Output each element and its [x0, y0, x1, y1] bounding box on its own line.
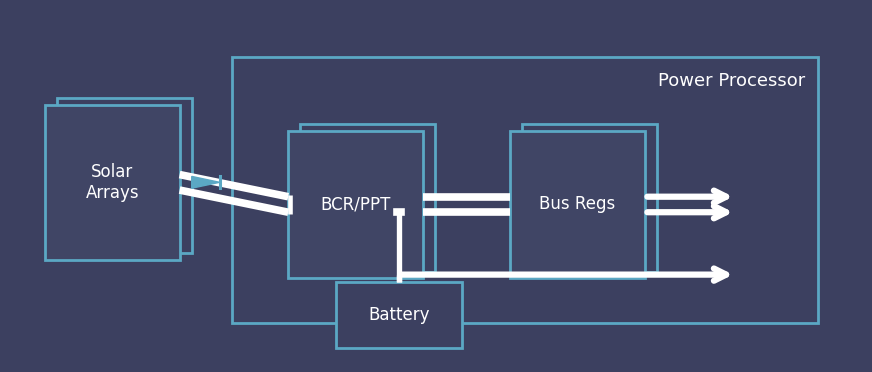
Text: Power Processor: Power Processor	[658, 71, 806, 90]
Bar	[232, 57, 819, 323]
Bar	[44, 105, 180, 260]
Bar	[510, 131, 644, 278]
Bar	[300, 124, 435, 272]
Text: BCR/PPT: BCR/PPT	[320, 195, 391, 214]
Bar	[336, 282, 462, 349]
Bar	[289, 131, 423, 278]
Bar	[522, 124, 657, 272]
Bar	[57, 98, 192, 253]
Text: Bus Regs: Bus Regs	[539, 195, 616, 214]
Polygon shape	[192, 176, 220, 188]
Text: Battery: Battery	[368, 306, 430, 324]
Text: Solar
Arrays: Solar Arrays	[85, 163, 139, 202]
